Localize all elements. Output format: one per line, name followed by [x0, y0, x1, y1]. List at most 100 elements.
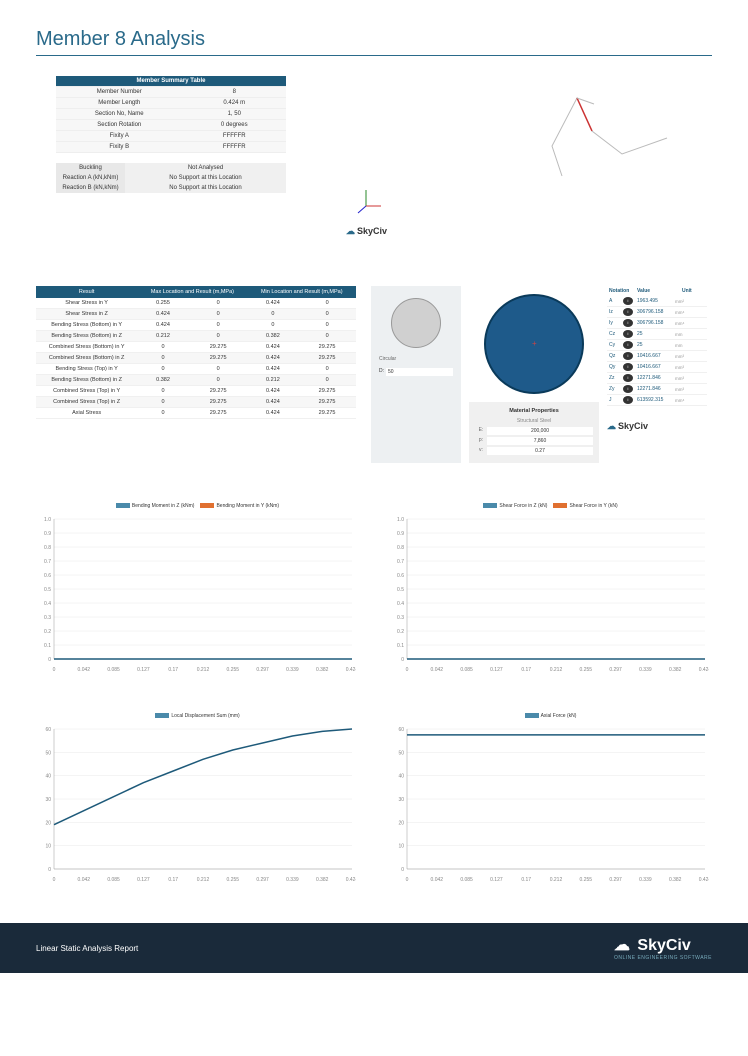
results-cell: Combined Stress (Bottom) in Z: [36, 353, 137, 364]
summary-label: Fixity B: [56, 142, 183, 153]
results-cell: Combined Stress (Top) in Z: [36, 397, 137, 408]
results-cell: 0: [189, 309, 248, 320]
svg-text:0.17: 0.17: [168, 667, 178, 673]
results-cell: 29.275: [298, 342, 356, 353]
svg-text:0.085: 0.085: [460, 877, 473, 883]
footer-logo: SkyCiv ONLINE ENGINEERING SOFTWARE: [614, 935, 712, 961]
svg-text:0.339: 0.339: [639, 667, 652, 673]
notation-sym: Cy: [609, 342, 623, 348]
svg-text:0.042: 0.042: [78, 877, 91, 883]
summary-label: Fixity A: [56, 131, 183, 142]
svg-text:0.5: 0.5: [397, 587, 404, 593]
section-type-label: Circular: [379, 356, 453, 362]
svg-text:0.085: 0.085: [460, 667, 473, 673]
summary-header: Member Summary Table: [56, 76, 286, 87]
results-cell: 29.275: [298, 397, 356, 408]
results-cell: 0.424: [248, 353, 299, 364]
results-cell: 0: [298, 309, 356, 320]
notation-sym: J: [609, 397, 623, 403]
footer-sub: ONLINE ENGINEERING SOFTWARE: [614, 955, 712, 961]
results-cell: 0: [248, 320, 299, 331]
svg-text:0.4: 0.4: [44, 601, 51, 607]
svg-text:0.212: 0.212: [550, 667, 563, 673]
notation-unit: mm: [675, 332, 683, 337]
notation-val: 10416.667: [637, 364, 675, 370]
info-icon: i: [623, 319, 633, 327]
svg-text:0.17: 0.17: [521, 667, 531, 673]
reaction-value: No Support at this Location: [125, 183, 286, 193]
results-cell: 0.424: [137, 309, 189, 320]
results-cell: Shear Stress in Y: [36, 298, 137, 309]
svg-text:0: 0: [406, 877, 409, 883]
results-table: Result Max Location and Result (m,MPa) M…: [36, 286, 356, 419]
results-cell: 29.275: [189, 386, 248, 397]
svg-text:30: 30: [45, 797, 51, 803]
svg-text:0.042: 0.042: [78, 667, 91, 673]
svg-text:0.5: 0.5: [44, 587, 51, 593]
material-title: Material Properties: [475, 408, 593, 414]
svg-text:0.339: 0.339: [286, 667, 299, 673]
info-icon: i: [623, 308, 633, 316]
mat-label: v:: [475, 447, 487, 455]
summary-label: Member Length: [56, 98, 183, 109]
svg-text:0.7: 0.7: [397, 559, 404, 565]
centroid-marker: [534, 344, 538, 348]
notation-unit: mm³: [675, 387, 684, 392]
svg-text:0.8: 0.8: [397, 545, 404, 551]
svg-text:0.1: 0.1: [44, 643, 51, 649]
reaction-label: Buckling: [56, 163, 125, 173]
svg-text:0.9: 0.9: [397, 531, 404, 537]
svg-text:0.424: 0.424: [346, 667, 356, 673]
notation-sym: Iz: [609, 309, 623, 315]
mat-label: p:: [475, 437, 487, 445]
svg-text:0.255: 0.255: [227, 877, 240, 883]
reaction-label: Reaction B (kN,kNm): [56, 183, 125, 193]
notation-hdr-2: Value: [637, 288, 682, 294]
notation-val: 306796.158: [637, 309, 675, 315]
results-cell: 0: [298, 320, 356, 331]
results-cell: 0.424: [248, 364, 299, 375]
results-cell: 0.212: [248, 375, 299, 386]
svg-text:0.17: 0.17: [521, 877, 531, 883]
mat-label: E:: [475, 427, 487, 435]
results-cell: 29.275: [298, 353, 356, 364]
notation-hdr-1: Notation: [609, 288, 637, 294]
results-cell: 0.424: [248, 408, 299, 419]
svg-text:50: 50: [45, 750, 51, 756]
svg-text:0.382: 0.382: [316, 877, 329, 883]
info-icon: i: [623, 396, 633, 404]
results-cell: 0.424: [137, 320, 189, 331]
results-cell: Shear Stress in Z: [36, 309, 137, 320]
results-cell: 0: [298, 298, 356, 309]
svg-text:30: 30: [398, 797, 404, 803]
svg-text:0: 0: [53, 877, 56, 883]
mat-value: 200,000: [487, 427, 593, 435]
info-icon: i: [623, 341, 633, 349]
results-cell: 0: [137, 397, 189, 408]
axes-icon: [356, 186, 386, 216]
svg-text:0.085: 0.085: [107, 877, 120, 883]
results-cell: 0: [298, 364, 356, 375]
svg-text:0.042: 0.042: [431, 877, 444, 883]
svg-text:0.1: 0.1: [397, 643, 404, 649]
results-cell: 0: [137, 408, 189, 419]
results-cell: 0: [248, 309, 299, 320]
svg-text:0.127: 0.127: [137, 877, 150, 883]
notation-val: 306796.158: [637, 320, 675, 326]
svg-text:20: 20: [398, 820, 404, 826]
summary-value: 0 degrees: [183, 120, 287, 131]
results-cell: 29.275: [298, 408, 356, 419]
svg-text:0.042: 0.042: [431, 667, 444, 673]
section-shape-panel: Circular D: 50: [371, 286, 461, 463]
notation-unit: mm: [675, 343, 683, 348]
info-icon: i: [623, 363, 633, 371]
notation-val: 10416.667: [637, 353, 675, 359]
notation-unit: mm³: [675, 354, 684, 359]
notation-val: 25: [637, 331, 675, 337]
svg-text:0.085: 0.085: [107, 667, 120, 673]
svg-text:0.2: 0.2: [44, 629, 51, 635]
svg-text:0: 0: [48, 657, 51, 663]
legend-label: Local Displacement Sum (mm): [171, 713, 239, 719]
svg-text:0.297: 0.297: [256, 667, 269, 673]
svg-text:1.0: 1.0: [397, 517, 404, 523]
